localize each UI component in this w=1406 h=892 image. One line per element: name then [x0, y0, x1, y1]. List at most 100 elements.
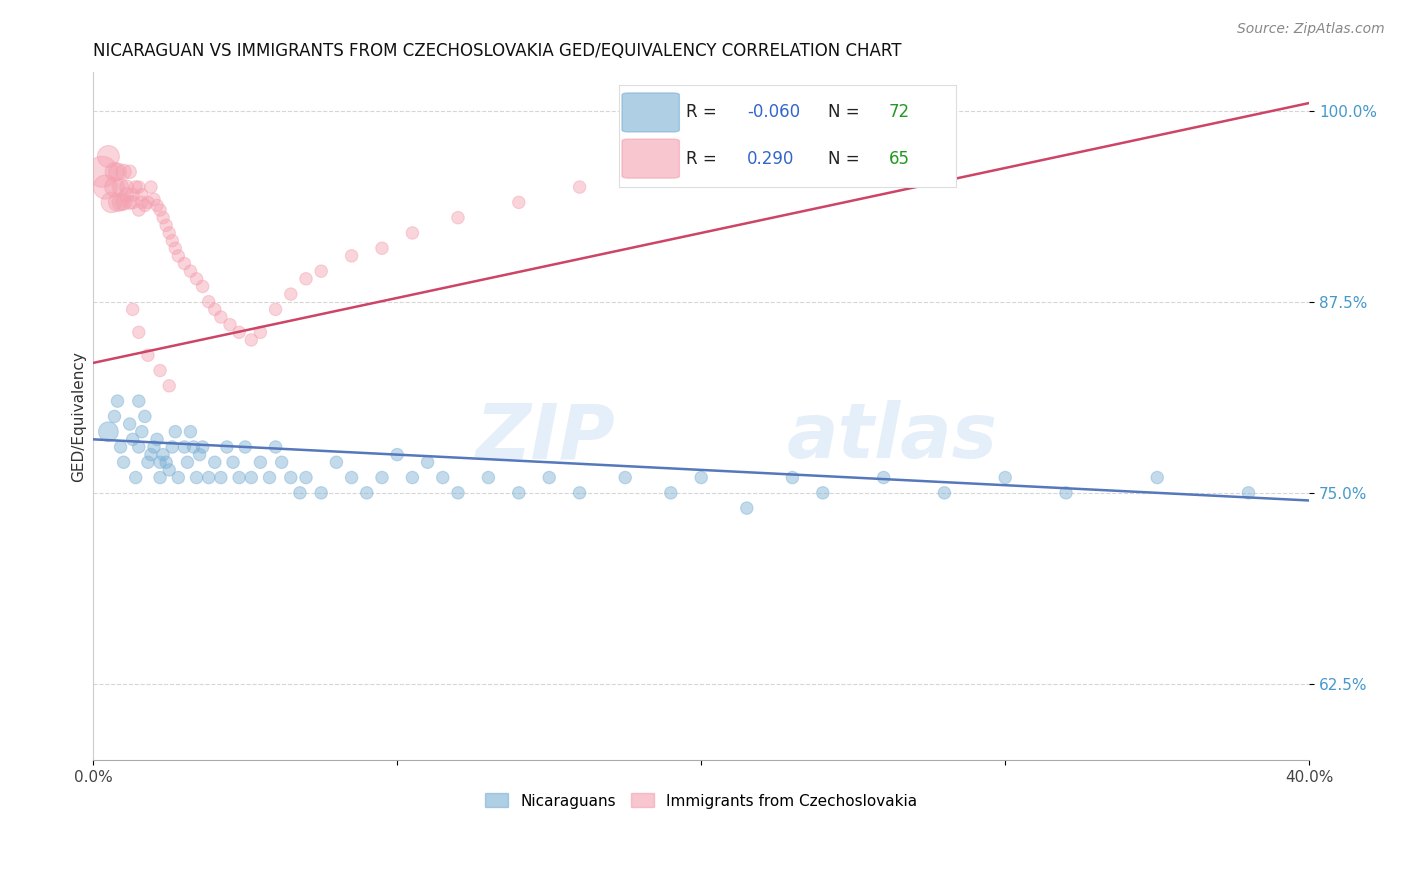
Point — [173, 440, 195, 454]
Point — [191, 279, 214, 293]
Point — [197, 294, 219, 309]
Point — [264, 440, 287, 454]
Point — [735, 501, 758, 516]
Point — [128, 180, 150, 194]
Point — [157, 379, 180, 393]
Point — [183, 440, 205, 454]
Point — [136, 348, 159, 362]
Point — [249, 455, 271, 469]
Y-axis label: GED/Equivalency: GED/Equivalency — [72, 351, 86, 482]
Point — [447, 486, 470, 500]
Point — [690, 149, 713, 163]
Point — [125, 180, 148, 194]
Point — [146, 198, 169, 212]
Point — [160, 234, 183, 248]
Point — [222, 455, 245, 469]
Point — [508, 195, 530, 210]
Point — [508, 486, 530, 500]
Point — [165, 241, 187, 255]
Point — [197, 470, 219, 484]
Point — [176, 455, 198, 469]
Point — [568, 486, 591, 500]
Point — [1237, 486, 1260, 500]
Point — [191, 440, 214, 454]
Point — [1146, 470, 1168, 484]
Point — [385, 448, 408, 462]
Point — [115, 180, 138, 194]
Point — [107, 394, 129, 409]
Point — [149, 202, 172, 217]
Point — [280, 287, 302, 301]
Point — [186, 470, 208, 484]
Point — [136, 195, 159, 210]
Legend: Nicaraguans, Immigrants from Czechoslovakia: Nicaraguans, Immigrants from Czechoslova… — [479, 788, 924, 814]
Point — [112, 165, 135, 179]
Point — [340, 470, 363, 484]
Point — [121, 433, 143, 447]
Point — [128, 202, 150, 217]
Point — [143, 192, 166, 206]
Text: Source: ZipAtlas.com: Source: ZipAtlas.com — [1237, 22, 1385, 37]
Point — [134, 409, 156, 424]
Point — [97, 149, 120, 163]
Text: ZIP: ZIP — [477, 400, 616, 474]
Point — [134, 198, 156, 212]
Point — [149, 470, 172, 484]
Point — [97, 425, 120, 439]
Point — [131, 187, 153, 202]
Point — [128, 326, 150, 340]
Point — [152, 448, 174, 462]
Point — [432, 470, 454, 484]
Point — [167, 249, 190, 263]
Text: -0.060: -0.060 — [747, 103, 800, 121]
Point — [325, 455, 347, 469]
Point — [416, 455, 439, 469]
Point — [136, 455, 159, 469]
Point — [249, 326, 271, 340]
Point — [538, 470, 561, 484]
Point — [401, 470, 423, 484]
Point — [91, 165, 114, 179]
Point — [118, 165, 141, 179]
Point — [115, 187, 138, 202]
Point — [288, 486, 311, 500]
Point — [356, 486, 378, 500]
Point — [110, 195, 132, 210]
Text: N =: N = — [828, 150, 865, 168]
Text: atlas: atlas — [786, 400, 997, 474]
Point — [568, 180, 591, 194]
Point — [309, 264, 332, 278]
Point — [872, 470, 894, 484]
Point — [155, 219, 177, 233]
Point — [125, 470, 148, 484]
Text: 65: 65 — [889, 150, 910, 168]
Point — [340, 249, 363, 263]
Point — [143, 440, 166, 454]
Text: R =: R = — [686, 150, 723, 168]
Text: 0.290: 0.290 — [747, 150, 794, 168]
Point — [149, 455, 172, 469]
Point — [121, 187, 143, 202]
Point — [371, 241, 394, 255]
Point — [112, 455, 135, 469]
Point — [103, 180, 125, 194]
Point — [121, 302, 143, 317]
Point — [110, 440, 132, 454]
Point — [994, 470, 1017, 484]
Point — [811, 486, 834, 500]
Point — [107, 195, 129, 210]
Point — [112, 195, 135, 210]
Point — [186, 272, 208, 286]
Point — [118, 417, 141, 431]
Point — [128, 394, 150, 409]
Point — [121, 195, 143, 210]
Point — [173, 256, 195, 270]
Point — [155, 455, 177, 469]
Point — [219, 318, 242, 332]
Point — [1054, 486, 1077, 500]
Point — [233, 440, 256, 454]
Point — [103, 409, 125, 424]
Point — [160, 440, 183, 454]
Point — [179, 425, 201, 439]
Text: 72: 72 — [889, 103, 910, 121]
